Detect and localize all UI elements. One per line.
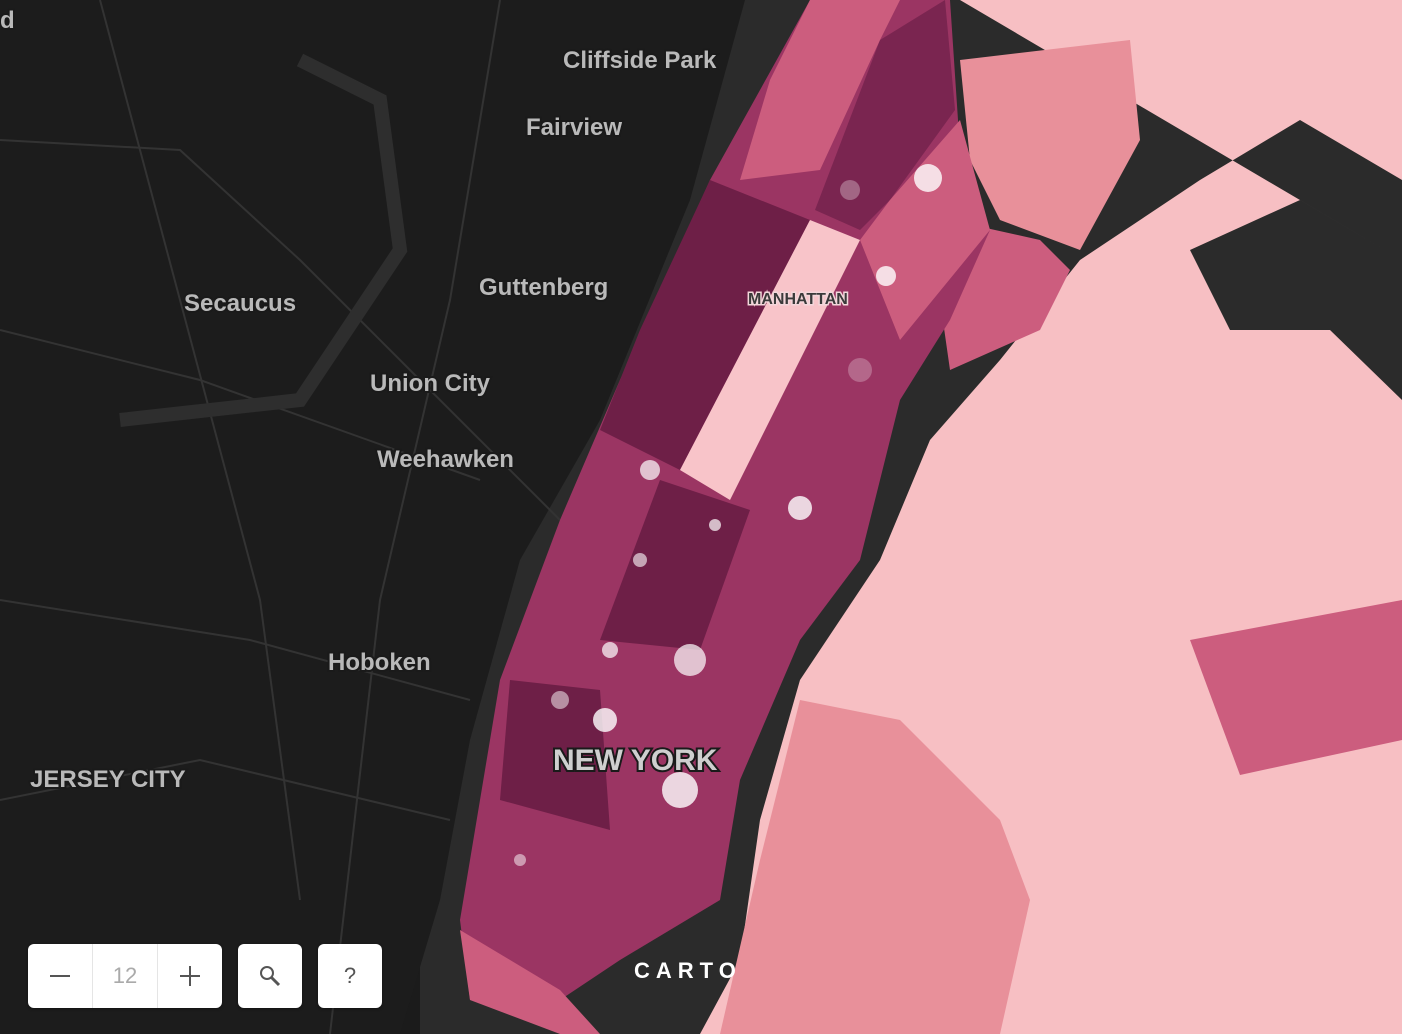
district [460,930,600,1034]
place-label: Guttenberg [479,274,608,301]
land [0,0,745,1034]
district [1190,600,1402,775]
place-label: Cliffside Park [563,47,717,74]
place-label: Fairview [526,114,622,141]
place-label: NEW YORK [553,744,718,777]
district [500,680,610,830]
district [860,120,990,340]
plus-icon [180,966,200,986]
place-label: Union City [370,370,491,397]
district [815,0,955,230]
place-label: Hoboken [328,649,431,676]
zoom-out-button[interactable] [28,944,92,1008]
help-text: ? [343,963,357,988]
place-label: d [0,7,15,34]
central-park [680,220,860,500]
search-button[interactable] [238,944,302,1008]
search-icon-cell [238,944,302,1008]
place-label: Weehawken [377,446,514,473]
minus-icon [50,975,70,977]
zoom-control: 12 [28,944,222,1008]
search-icon [260,966,281,987]
attribution-logo[interactable]: CARTO [634,958,742,983]
glow-points [514,164,942,866]
place-label: JERSEY CITY [30,766,186,793]
zoom-in-button[interactable] [158,944,222,1008]
district [720,700,1030,1034]
place-label: Secaucus [184,290,296,317]
place-label: MANHATTAN [748,291,848,308]
help-button[interactable]: ? [318,944,382,1008]
zoom-level: 12 [92,944,158,1008]
district [600,180,810,470]
district [960,40,1140,250]
district [740,0,900,180]
roads [0,0,561,1034]
